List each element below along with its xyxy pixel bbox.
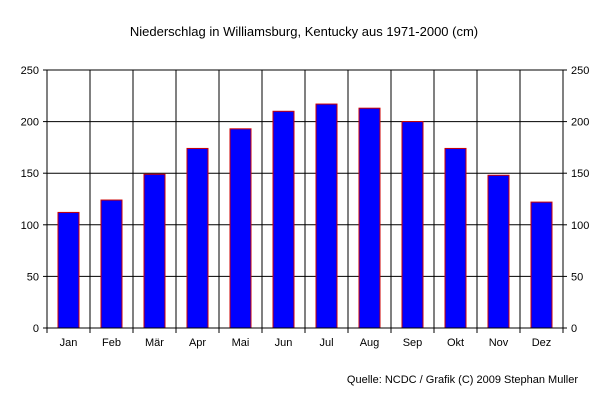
x-tick-label: Dez: [532, 337, 552, 349]
y-tick-label-left: 100: [21, 220, 39, 232]
x-tick-label: Mai: [232, 337, 250, 349]
x-tick-label: Jul: [319, 337, 333, 349]
bar: [358, 107, 381, 329]
x-tick-label: Jun: [275, 337, 293, 349]
bar: [530, 201, 553, 329]
y-tick-label-right: 200: [571, 117, 589, 129]
y-axis-left: 0 50 100 150 200 250: [21, 65, 47, 335]
x-tick-label: Mär: [145, 337, 164, 349]
x-tick-label: Okt: [447, 337, 464, 349]
bar: [57, 211, 80, 329]
grid: [47, 69, 563, 329]
bar: [444, 147, 467, 329]
y-tick-label-left: 150: [21, 168, 39, 180]
y-tick-label-left: 250: [21, 65, 39, 77]
y-tick-label-right: 0: [571, 323, 577, 335]
chart-title: Niederschlag in Williamsburg, Kentucky a…: [130, 24, 478, 39]
bar: [401, 121, 424, 329]
y-tick-label-right: 50: [571, 271, 583, 283]
bar: [186, 147, 209, 329]
y-tick-label-left: 0: [33, 323, 39, 335]
x-tick-label: Apr: [189, 337, 206, 349]
x-tick-label: Nov: [489, 337, 509, 349]
bar: [315, 103, 338, 329]
y-tick-label-right: 250: [571, 65, 589, 77]
x-axis: Jan Feb Mär Apr Mai Jun Jul Aug Sep Okt Nov Dez: [46, 328, 564, 349]
bar: [487, 174, 510, 329]
y-tick-label-right: 100: [571, 220, 589, 232]
bar: [100, 199, 123, 329]
bar: [143, 173, 166, 329]
x-tick-label: Sep: [403, 337, 423, 349]
y-tick-label-right: 150: [571, 168, 589, 180]
y-axis-right: 0 50 100 150 200 250: [563, 65, 589, 335]
y-tick-label-left: 200: [21, 117, 39, 129]
x-tick-label: Jan: [60, 337, 78, 349]
source-note: Quelle: NCDC / Grafik (C) 2009 Stephan M…: [347, 374, 578, 386]
x-tick-label: Aug: [360, 337, 380, 349]
x-tick-label: Feb: [102, 337, 121, 349]
bar: [229, 128, 252, 329]
bar: [272, 110, 295, 329]
y-tick-label-left: 50: [27, 271, 39, 283]
